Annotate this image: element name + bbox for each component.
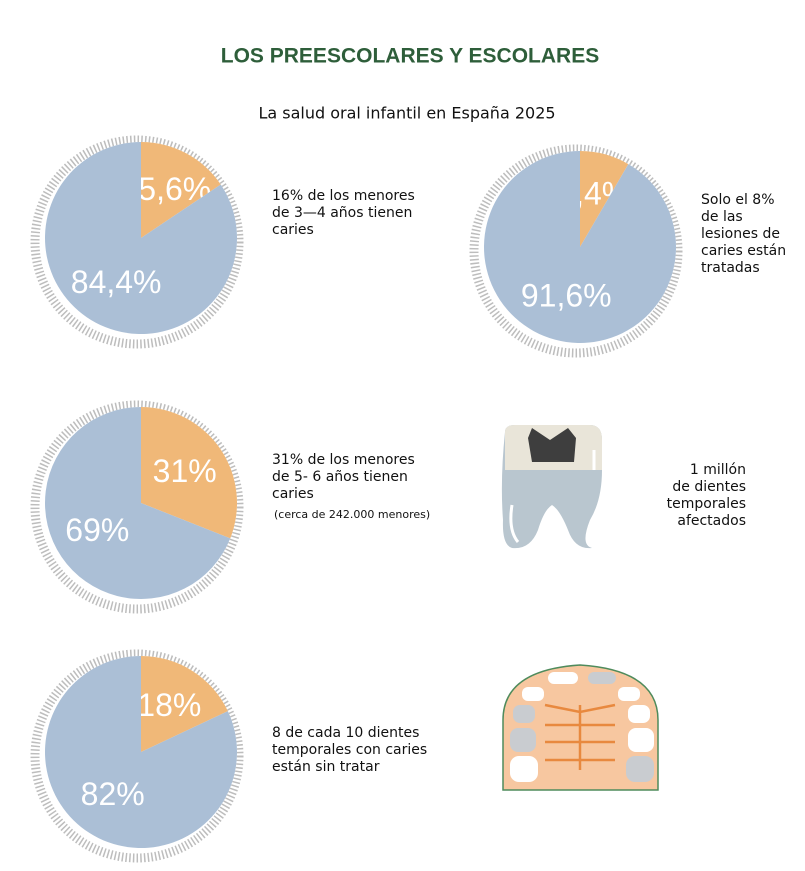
caption-line: 16% de los menores <box>272 188 415 204</box>
slice-label: 18% <box>137 687 201 723</box>
caption-line: temporales con caries <box>272 742 427 758</box>
subtitle: La salud oral infantil en España 2025 <box>258 104 555 123</box>
caption-note: (cerca de 242.000 menores) <box>274 508 430 521</box>
pie-slice <box>141 407 237 539</box>
pie-slice <box>44 142 237 335</box>
pie-slice <box>484 151 676 343</box>
hatch-ring <box>469 144 683 358</box>
hatch-ring <box>30 400 244 614</box>
title: LOS PREESCOLARES Y ESCOLARES <box>221 45 599 68</box>
caption-line: caries están <box>701 243 786 259</box>
caption-line: están sin tratar <box>272 759 380 775</box>
slice-label: 82% <box>81 776 145 812</box>
tooth-caption: 1 millón <box>690 462 746 478</box>
hatch-ring <box>30 135 244 349</box>
caption-line: tratadas <box>701 260 760 276</box>
palate-icon <box>502 664 659 791</box>
caption-line: lesiones de <box>701 226 780 242</box>
pie-slice <box>141 656 228 752</box>
caption-line: de 5- 6 años tienen <box>272 469 408 485</box>
hatch-ring <box>30 649 244 863</box>
caption-line: Solo el 8% <box>701 192 775 208</box>
slice-label: 91,6% <box>521 277 612 313</box>
caption-line: de las <box>701 209 743 225</box>
pie-slice <box>580 151 629 247</box>
caption-line: 8 de cada 10 dientes <box>272 725 419 741</box>
caption-line: caries <box>272 222 314 238</box>
tooth-caption: de dientes <box>672 479 746 495</box>
slice-label: 31% <box>153 453 217 489</box>
caption-line: de 3—4 años tienen <box>272 205 412 221</box>
slice-label: 69% <box>65 512 129 548</box>
slice-label: 84,4% <box>71 264 162 300</box>
pie-slice <box>45 407 231 600</box>
caption-line: caries <box>272 486 314 502</box>
tooth-caption: temporales <box>667 496 746 512</box>
tooth-icon <box>501 425 602 549</box>
caption-line: 31% de los menores <box>272 452 415 468</box>
tooth-caption: afectados <box>677 513 746 529</box>
pie-slice <box>45 656 238 849</box>
pie-slice <box>141 142 221 238</box>
